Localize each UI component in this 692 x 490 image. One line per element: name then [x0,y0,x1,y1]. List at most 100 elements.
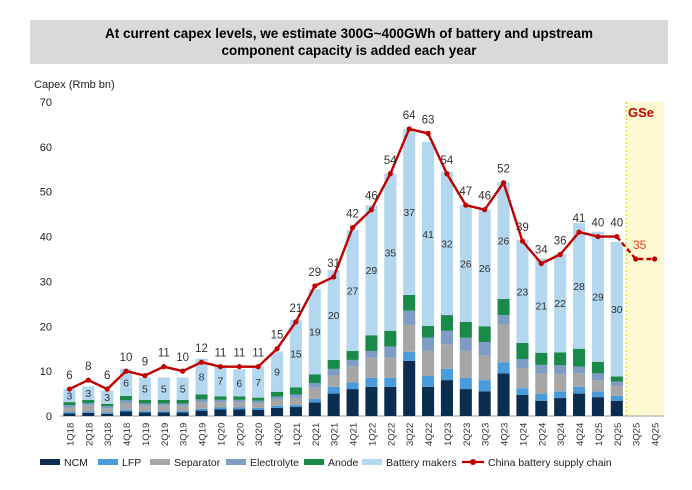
y-tick-label: 20 [40,321,52,333]
battery-makers-data-label: 8 [199,372,205,384]
bar-segment-separator [459,350,472,378]
supply-chain-point [538,260,544,267]
supply-chain-data-label: 54 [441,155,454,167]
bar-segment-lfp [233,407,246,410]
bar-segment-electrolyte [365,350,378,358]
bar-segment-electrolyte [214,399,227,403]
battery-makers-data-label: 6 [236,378,242,390]
bar-segment-anode [101,403,114,407]
y-tick-label: 30 [40,276,52,288]
bar-segment-ncm [252,409,265,416]
bar-segment-lfp [346,382,359,390]
bar-segment-battery-makers [478,209,491,327]
bar-segment-ncm [554,398,567,416]
supply-chain-data-label: 15 [271,330,284,342]
bar-segment-separator [440,344,453,369]
bar-segment-ncm [327,393,340,416]
supply-chain-point [482,207,488,213]
x-tick-label: 3Q22 [405,423,416,446]
supply-chain-data-label: 11 [252,348,264,360]
bar-segment-ncm [573,393,586,416]
bar-segment-anode [308,374,321,384]
x-tick-label: 4Q19 [198,423,209,446]
bar-segment-lfp [459,377,472,390]
bar-segment-ncm [422,386,435,416]
bar-segment-lfp [195,408,208,411]
supply-chain-data-label: 34 [535,244,548,256]
supply-chain-point [349,225,356,231]
bar-segment-anode [233,396,246,400]
x-tick-label: 2Q19 [160,423,171,446]
bar-segment-lfp [289,404,302,408]
bar-segment-ncm [459,389,472,416]
bar-segment-separator [289,398,302,405]
bar-segment-lfp [271,405,284,408]
bar-segment-anode [271,391,284,397]
bar-segment-separator [101,408,114,413]
bar-segment-lfp [573,386,586,394]
bar-segment-lfp [440,368,453,381]
bar-segment-lfp [327,386,340,394]
bar-segment-lfp [516,388,529,395]
bar-segment-electrolyte [440,330,453,345]
battery-makers-data-label: 3 [85,388,91,400]
bar-segment-ncm [271,407,284,416]
bar-segment-separator [308,387,321,399]
bar-segment-separator [591,380,604,392]
battery-makers-data-label: 37 [403,207,415,219]
supply-chain-point [142,373,148,379]
supply-chain-point [500,180,507,186]
legend-label: China battery supply chain [488,457,612,469]
bar-segment-battery-makers [497,182,510,299]
y-tick-label: 40 [40,232,52,244]
battery-makers-data-label: 29 [366,265,378,277]
bar-segment-battery-makers [573,223,586,349]
bar-segment-lfp [384,377,397,387]
bar-segment-separator [516,368,529,389]
supply-chain-point [463,202,469,208]
bar-segment-battery-makers [327,270,340,360]
bar-segment-ncm [214,409,227,416]
bar-segment-ncm [120,411,133,416]
supply-chain-point [104,386,110,392]
bar-segment-lfp [308,398,321,403]
bar-segment-battery-makers [271,351,284,392]
x-tick-label: 3Q19 [179,423,190,446]
supply-chain-point [217,364,224,370]
bar-segment-lfp [610,395,623,401]
bar-segment-anode [403,294,416,311]
y-tick-label: 70 [40,97,52,109]
supply-chain-point [255,364,261,370]
supply-chain-point [161,364,167,370]
bar-segment-lfp [554,391,567,399]
bar-segment-ncm [101,413,114,416]
forecast-shade [626,102,664,416]
bar-segment-battery-makers [82,386,95,400]
bar-segment-ncm [365,386,378,416]
bar-segment-anode [516,342,529,360]
bar-segment-anode [440,315,453,331]
battery-makers-data-label: 9 [274,367,280,379]
bar-segment-battery-makers [289,320,302,388]
supply-chain-data-label: 40 [610,218,623,230]
bar-segment-anode [384,330,397,347]
bar-segment-lfp [157,411,170,413]
supply-chain-data-label: 11 [214,348,226,360]
x-tick-label: 4Q22 [424,423,435,446]
bar-segment-separator [422,350,435,376]
bar-segment-anode [573,348,586,367]
supply-chain-point [519,238,526,244]
x-tick-label: 3Q23 [481,423,492,446]
supply-chain-point [633,256,639,262]
battery-makers-data-label: 3 [104,392,110,404]
bar-segment-electrolyte [403,310,416,325]
supply-chain-point [123,368,129,374]
bar-segment-ncm [403,360,416,416]
battery-makers-data-label: 21 [535,301,547,313]
bar-segment-ncm [82,412,95,416]
supply-chain-data-label: 12 [195,343,208,355]
x-tick-label: 1Q18 [65,423,76,446]
bar-segment-ncm [610,400,623,416]
bar-segment-separator [573,373,586,387]
bar-segment-separator [346,366,359,383]
